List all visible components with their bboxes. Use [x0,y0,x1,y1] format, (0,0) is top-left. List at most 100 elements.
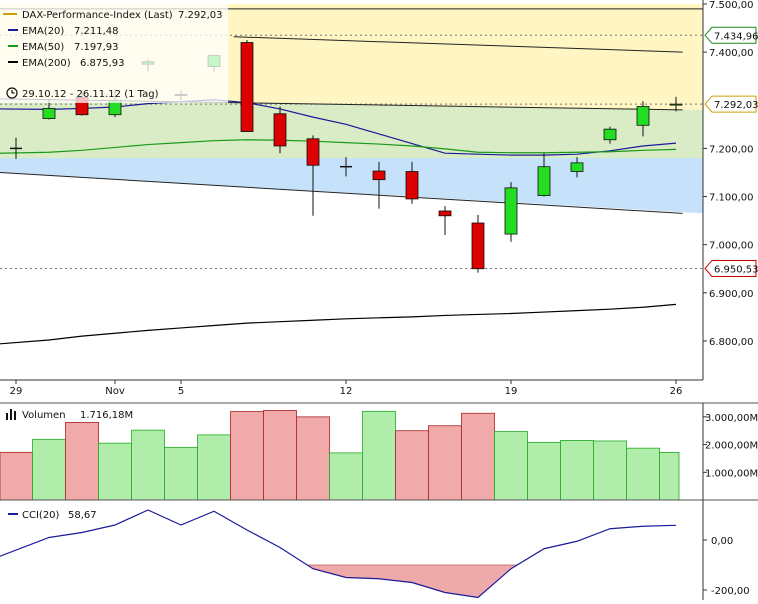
legend-ema200-value: 6.875,93 [80,58,125,69]
volume-axis-ticks: 3.000,00M 2.000,00M 1.000,00M [703,413,758,479]
candle-16 [537,153,551,197]
level-6950-marker-label: 6.950,53 [714,264,758,275]
legend-box: DAX-Performance-Index (Last) 7.292,03 EM… [0,0,228,103]
volume-bar-4 [131,429,165,501]
ema-line-2 [0,303,677,345]
cci-fill-area [307,565,518,598]
level-6950-marker: 6.950,53 [704,259,758,277]
candle-14 [471,214,485,273]
x-axis-ticks: 29 Nov 5 12 19 26 [10,380,683,397]
candle-body [504,187,518,235]
candle-body [438,210,452,217]
candle-3 [108,90,122,118]
volume-bar-15 [494,431,528,501]
volume-bars [0,410,680,501]
volume-bar-2 [65,421,99,501]
candle-12 [405,161,419,204]
candle-body [273,113,287,147]
level-7434-marker-label: 7.434,96 [714,31,758,42]
cci-value: 58,67 [68,510,97,521]
x-tick-label-2: 5 [178,386,184,397]
candle-body [636,106,650,126]
volume-bar-12 [395,430,429,501]
candle-body [405,171,419,200]
candle-7 [240,40,254,132]
volume-bar-17 [560,440,594,501]
cci-tick-label-1: -200,00 [711,586,750,597]
cci-label: CCI(20) [22,510,60,521]
candle-1 [42,100,56,120]
candle-15 [504,182,518,242]
legend-ema20-value: 7.211,48 [74,26,119,37]
x-tick-label-4: 19 [505,386,518,397]
legend-last-value: 7.292,03 [178,10,223,21]
volume-bar-1 [32,438,66,501]
legend-ema200-name: EMA(200) [22,58,71,69]
candle-9 [306,135,320,216]
volume-bar-7 [230,411,264,501]
lower-trend-line [0,171,683,214]
volume-bar-14 [461,412,495,501]
legend-ema20-name: EMA(20) [22,26,64,37]
ema-line-1 [0,139,677,154]
candle-13 [438,206,452,236]
volume-tick-label-0: 3.000,00M [705,413,758,424]
price-tick-label-2: 7.200,00 [709,144,754,155]
bar-chart-icon [6,409,16,420]
x-tick-label-5: 26 [670,386,683,397]
legend-title: DAX-Performance-Index (Last) [22,10,173,21]
candle-11 [372,161,386,209]
ema-line-0 [0,99,677,156]
price-tick-label-3: 7.100,00 [709,193,754,204]
volume-tick-label-1: 2.000,00M [705,441,758,452]
volume-bar-16 [527,441,561,501]
candle-19 [636,101,650,137]
band-blue [0,158,703,214]
candle-0 [10,137,22,159]
volume-bar-0 [0,451,33,501]
volume-bar-11 [362,410,396,501]
volume-bar-20 [659,452,680,501]
candle-17 [570,157,584,178]
candle-10 [340,157,352,177]
cci-legend: CCI(20) 58,67 [8,510,97,521]
price-tick-label-5: 6.900,00 [709,289,754,300]
candle-body [306,138,320,166]
volume-bar-10 [329,452,363,501]
ema-lines [0,99,677,345]
volume-bar-19 [626,447,660,501]
cci-line [0,509,677,599]
volume-bar-6 [197,434,231,501]
x-tick-label-3: 12 [340,386,353,397]
legend-ema50-name: EMA(50) [22,42,64,53]
volume-value: 1.716,18M [80,410,133,421]
level-last-marker: 7.292,03 [704,95,758,113]
volume-bar-9 [296,416,330,501]
candle-body [240,42,254,132]
volume-bar-13 [428,425,462,501]
candle-body [603,128,617,141]
level-last-marker-box [704,95,757,113]
cci-axis-ticks: 0,00 -200,00 [703,536,750,597]
cci-oversold-fill [307,564,518,598]
price-markers: 7.434,96 7.292,03 6.950,53 [704,26,758,277]
price-axis-ticks: 7.500,00 7.400,00 7.200,00 7.100,00 7.000,00… [703,0,754,348]
candle-body [372,170,386,181]
x-tick-label-1: Nov [105,386,125,397]
x-tick-label-0: 29 [10,386,23,397]
volume-legend: Volumen 1.716,18M [6,409,133,421]
candle-8 [273,106,287,154]
volume-bar-3 [98,442,132,501]
level-7434-marker: 7.434,96 [704,26,758,44]
volume-bar-5 [164,446,198,501]
cci-tick-label-0: 0,00 [711,536,733,547]
upper-trend-line [233,36,683,53]
price-tick-label-1: 7.400,00 [709,48,754,59]
candle-20 [669,96,683,112]
legend-ema50-value: 7.197,93 [74,42,119,53]
candle-body [537,166,551,196]
legend-period: 29.10.12 - 26.11.12 (1 Tag) [22,89,159,100]
clock-icon [6,87,18,99]
level-7434-marker-box [704,26,757,44]
